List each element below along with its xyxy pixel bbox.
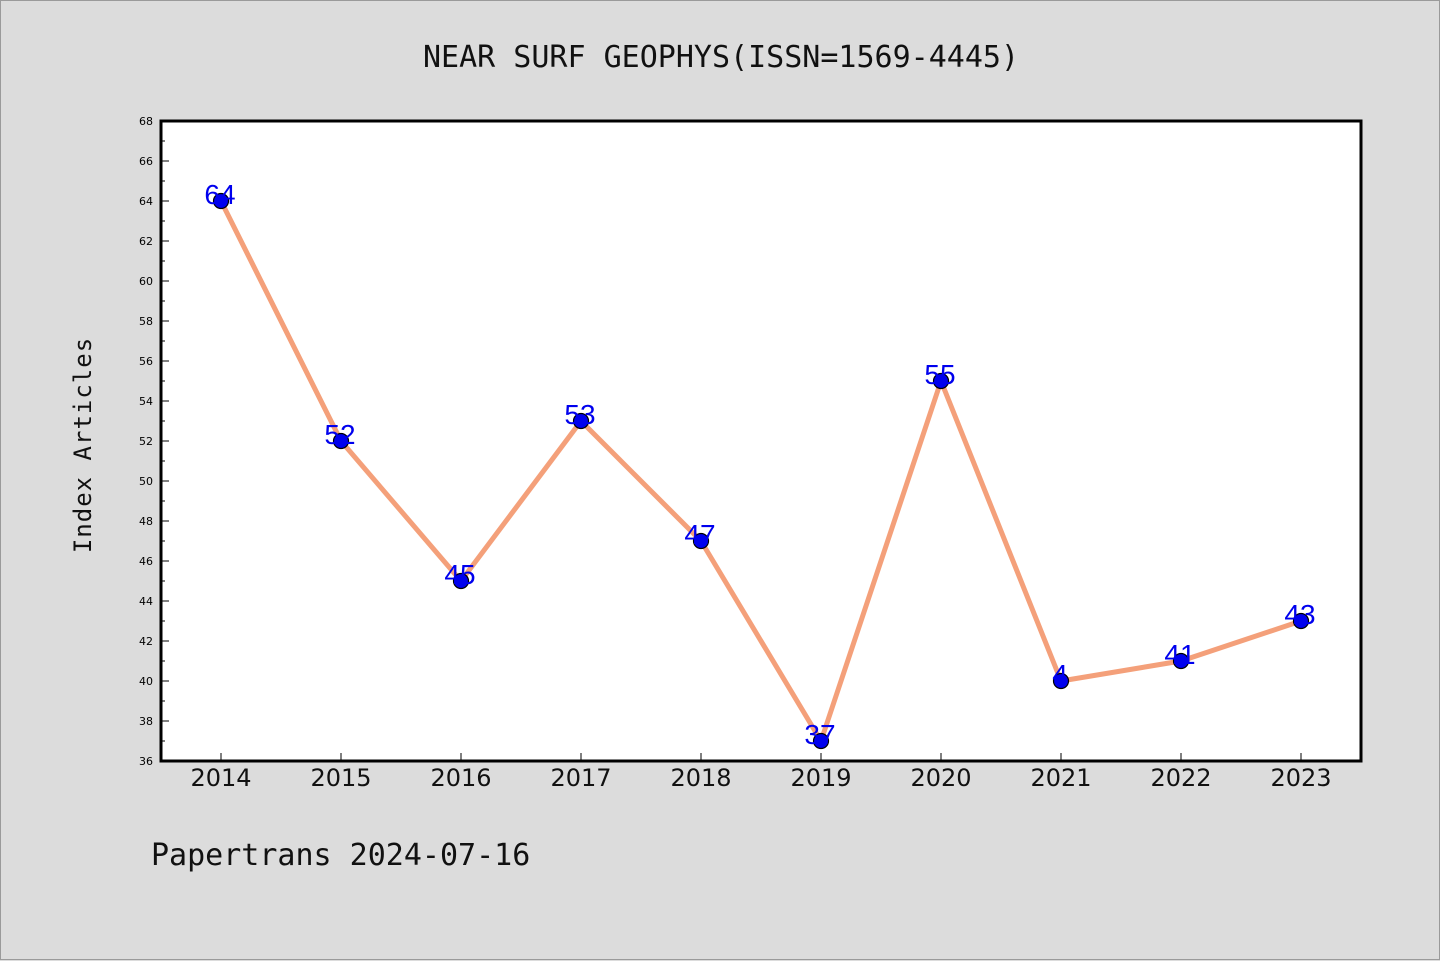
series-line-group: 64 52 45 53 47 37 55 4 41 43 bbox=[204, 179, 1315, 750]
y-tick-label: 48 bbox=[139, 515, 153, 528]
data-label: 41 bbox=[1164, 639, 1195, 670]
data-point bbox=[692, 532, 710, 550]
x-tick-label: 2017 bbox=[550, 764, 611, 792]
y-tick-label: 68 bbox=[139, 115, 153, 128]
data-point bbox=[932, 372, 950, 390]
data-point bbox=[1292, 612, 1310, 630]
data-label: 47 bbox=[684, 519, 715, 550]
y-tick-label: 66 bbox=[139, 155, 153, 168]
plot-frame bbox=[159, 119, 1363, 763]
x-tick-label: 2014 bbox=[190, 764, 251, 792]
x-tick-label: 2020 bbox=[910, 764, 971, 792]
y-tick-label: 60 bbox=[139, 275, 153, 288]
data-point bbox=[1052, 672, 1070, 690]
data-point bbox=[1172, 652, 1190, 670]
x-tick-label: 2021 bbox=[1030, 764, 1091, 792]
chart-title: NEAR SURF GEOPHYS(ISSN=1569-4445) bbox=[423, 40, 1019, 75]
x-tick-label: 2018 bbox=[670, 764, 731, 792]
series-line bbox=[218, 198, 1304, 744]
y-tick-label: 64 bbox=[139, 195, 153, 208]
data-point bbox=[212, 192, 230, 210]
x-axis: 2014 2015 2016 2017 2018 2019 2020 2021 2022 2023 bbox=[190, 753, 1332, 792]
y-tick-label: 36 bbox=[139, 755, 153, 768]
data-label: 52 bbox=[324, 419, 355, 450]
x-tick-label: 2022 bbox=[1150, 764, 1211, 792]
data-label: 4 bbox=[1052, 659, 1068, 690]
x-tick-label: 2019 bbox=[790, 764, 851, 792]
y-tick-label: 40 bbox=[139, 675, 153, 688]
data-label: 64 bbox=[204, 179, 235, 210]
y-axis-label: Index Articles bbox=[69, 337, 97, 553]
data-label: 37 bbox=[804, 719, 835, 750]
x-tick-label: 2023 bbox=[1270, 764, 1331, 792]
data-label: 45 bbox=[444, 559, 475, 590]
y-tick-label: 56 bbox=[139, 355, 153, 368]
data-point bbox=[452, 572, 470, 590]
y-axis: 36 38 40 42 44 46 48 50 52 54 56 58 60 62 64 66 68 bbox=[139, 115, 169, 768]
y-tick-label: 62 bbox=[139, 235, 153, 248]
y-tick-label: 58 bbox=[139, 315, 153, 328]
plot-area bbox=[161, 121, 1361, 761]
y-tick-label: 42 bbox=[139, 635, 153, 648]
y-tick-label: 46 bbox=[139, 555, 153, 568]
x-tick-label: 2015 bbox=[310, 764, 371, 792]
data-point bbox=[572, 412, 590, 430]
y-tick-label: 44 bbox=[139, 595, 153, 608]
x-tick-label: 2016 bbox=[430, 764, 491, 792]
y-tick-label: 38 bbox=[139, 715, 153, 728]
data-point bbox=[332, 432, 350, 450]
data-point bbox=[812, 732, 830, 750]
data-label: 43 bbox=[1284, 599, 1315, 630]
y-tick-label: 50 bbox=[139, 475, 153, 488]
y-tick-label: 52 bbox=[139, 435, 153, 448]
y-tick-label: 54 bbox=[139, 395, 153, 408]
data-label: 55 bbox=[924, 359, 955, 390]
footer-text: Papertrans 2024-07-16 bbox=[151, 838, 530, 873]
data-label: 53 bbox=[564, 399, 595, 430]
